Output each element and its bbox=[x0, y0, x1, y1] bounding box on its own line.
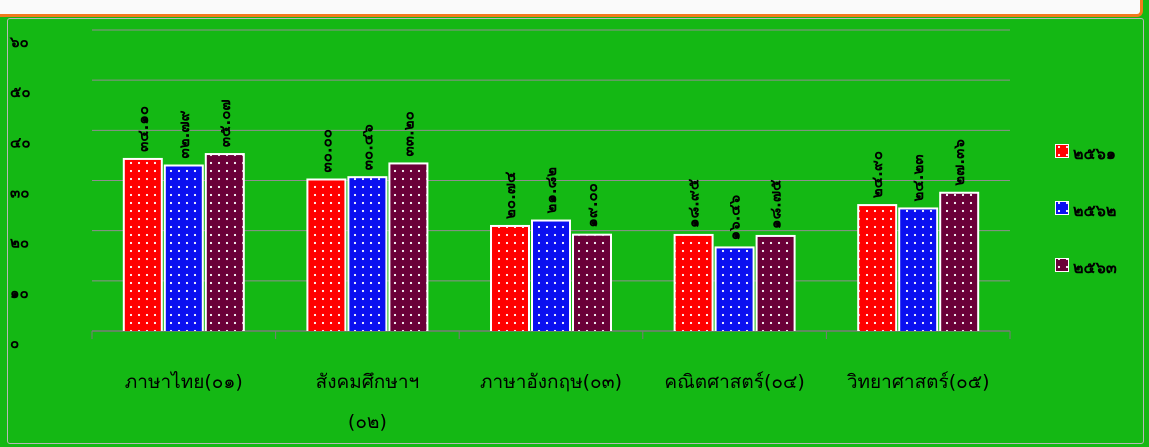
bar-texture bbox=[390, 164, 427, 331]
legend-swatch-texture bbox=[1056, 259, 1068, 271]
bar-texture bbox=[492, 226, 528, 331]
bar-texture bbox=[859, 206, 896, 331]
y-tick-label: ๓๐ bbox=[10, 184, 29, 202]
x-axis: ภาษาไทย(๐๑) สังคมศึกษาฯ (๐๒) ภาษาอังกฤษ(๐๓)… bbox=[125, 371, 990, 433]
x-tick-label: (๐๒) bbox=[348, 411, 387, 433]
y-tick-label: ๒๐ bbox=[10, 234, 29, 252]
bars bbox=[122, 153, 980, 331]
bar-texture bbox=[308, 180, 345, 331]
data-label: ๒๔.๒๓ bbox=[909, 154, 927, 201]
bar-texture bbox=[124, 159, 161, 331]
data-label: ๓๔.๑๐ bbox=[134, 106, 152, 152]
y-axis: ๐ ๑๐ ๒๐ ๓๐ ๔๐ ๕๐ ๖๐ bbox=[9, 33, 31, 352]
legend-label: ๒๕๖๑ bbox=[1073, 144, 1116, 163]
bar-texture bbox=[675, 235, 712, 331]
data-label: ๓๒.๗๙ bbox=[175, 110, 193, 158]
bar-texture bbox=[206, 155, 243, 331]
data-label: ๑๙.๐๐ bbox=[583, 183, 601, 228]
data-label: ๒๗.๓๖ bbox=[950, 139, 968, 186]
data-label: ๒๑.๘๒ bbox=[542, 167, 560, 214]
y-tick-label: ๔๐ bbox=[10, 133, 31, 151]
legend-swatch-texture bbox=[1056, 145, 1068, 157]
x-tick-label: สังคมศึกษาฯ bbox=[316, 371, 420, 393]
header-strip bbox=[0, 0, 1143, 17]
bar-texture bbox=[941, 193, 978, 331]
x-tick-label: วิทยาศาสตร์(๐๕) bbox=[847, 371, 990, 393]
bar-texture bbox=[165, 166, 202, 331]
legend-label: ๒๕๖๒ bbox=[1073, 201, 1116, 220]
data-label: ๑๖.๔๖ bbox=[726, 194, 744, 240]
chart-frame bbox=[7, 18, 1144, 444]
y-tick-label: ๖๐ bbox=[9, 33, 29, 51]
y-tick-label: ๕๐ bbox=[10, 83, 31, 101]
data-label: ๑๘.๙๕ bbox=[685, 178, 703, 228]
x-tick-label: ภาษาอังกฤษ(๐๓) bbox=[480, 371, 622, 393]
data-label: ๑๘.๗๕ bbox=[767, 179, 785, 229]
data-label: ๒๐.๗๔ bbox=[501, 171, 519, 219]
data-label: ๓๐.๔๖ bbox=[358, 124, 376, 170]
data-label: ๓๐.๐๐ bbox=[317, 129, 335, 172]
x-tick-label: คณิตศาสตร์(๐๔) bbox=[664, 371, 804, 393]
x-tick-label: ภาษาไทย(๐๑) bbox=[125, 371, 243, 393]
data-label: ๒๔.๙๐ bbox=[868, 151, 886, 198]
y-tick-label: ๐ bbox=[10, 334, 19, 352]
y-tick-label: ๑๐ bbox=[10, 284, 29, 302]
bar-texture bbox=[349, 178, 386, 331]
data-label: ๓๓.๒๐ bbox=[399, 111, 417, 156]
bar-texture bbox=[533, 221, 569, 331]
bar-texture bbox=[716, 248, 753, 331]
bar-texture bbox=[574, 235, 610, 331]
legend-label: ๒๕๖๓ bbox=[1073, 258, 1117, 277]
legend-swatch-texture bbox=[1056, 202, 1068, 214]
bar-texture bbox=[900, 209, 937, 331]
bar-texture bbox=[757, 236, 794, 331]
data-label: ๓๕.๐๗ bbox=[216, 99, 234, 147]
